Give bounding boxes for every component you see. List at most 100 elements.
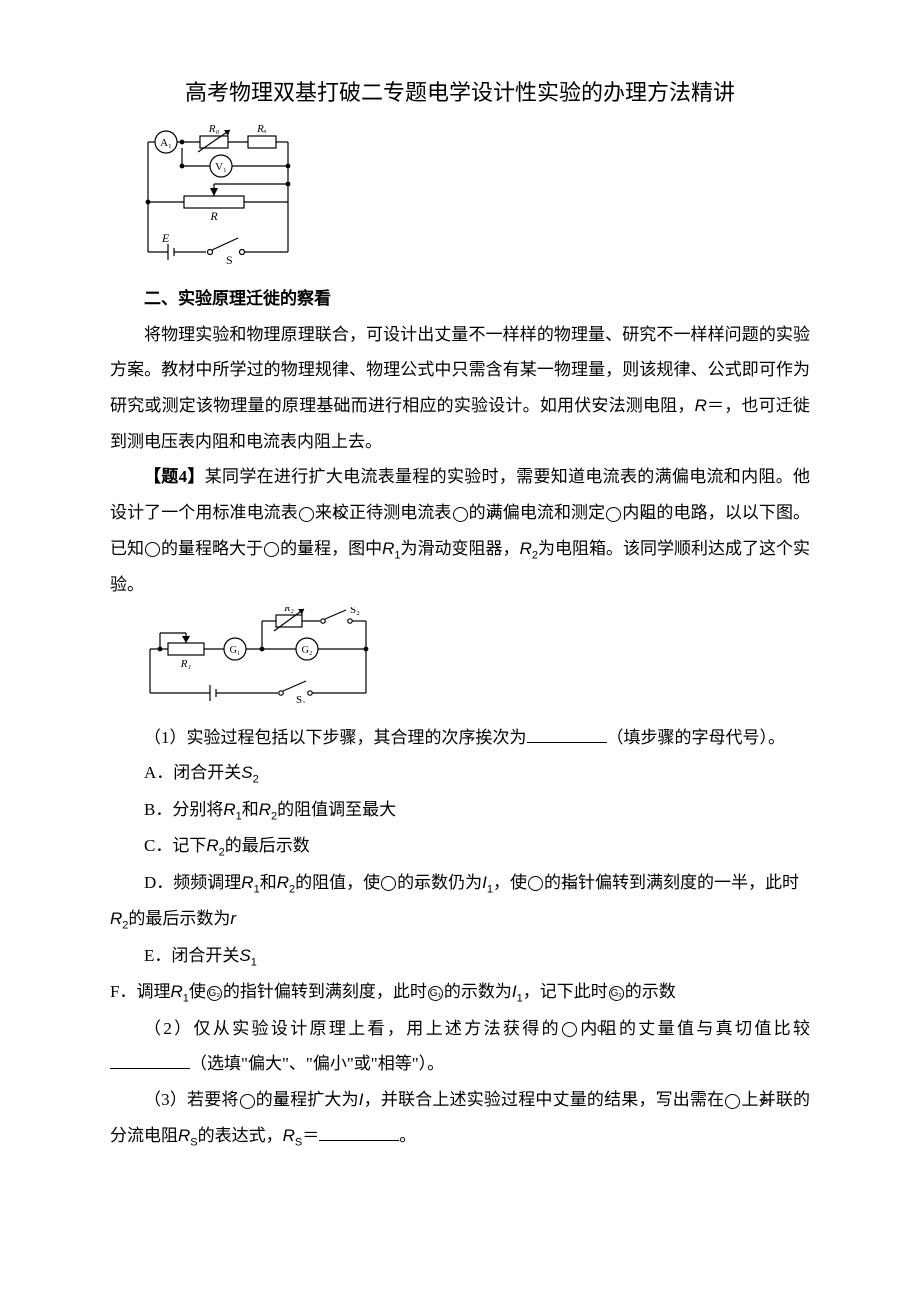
g1-icon: G₁: [145, 542, 160, 557]
svg-text:S₁: S₁: [296, 694, 306, 703]
svg-text:R₁: R₁: [180, 658, 192, 670]
q4-label: 【题4】: [144, 467, 205, 486]
optF-b: 使: [189, 982, 206, 1001]
optA-text: A．闭合开关: [144, 763, 241, 782]
q4-e: 的量程略大于: [161, 539, 263, 558]
sym-R2: R: [277, 873, 289, 892]
svg-text:R₂: R₂: [283, 607, 294, 614]
blank-2: [110, 1051, 190, 1069]
q3-b: 的量程扩大为: [256, 1090, 359, 1109]
g2-icon: G₂: [240, 1094, 255, 1109]
sym-r: r: [230, 909, 236, 928]
sub-2: 2: [253, 774, 259, 786]
sym-Rs: R: [283, 1126, 295, 1145]
svg-text:V₁: V₁: [215, 161, 227, 173]
q1-a: （1）实验过程包括以下步骤，其合理的次序挨次为: [144, 728, 527, 747]
g2-icon: G₂: [562, 1022, 577, 1037]
circuit-2-svg: R₂ S₂ R₁ G₁: [138, 607, 378, 703]
optF-f: 的示数: [625, 982, 676, 1001]
q2-a: （2）仅从实验设计原理上看，用上述方法获得的: [144, 1019, 561, 1038]
optF-d: 的示数为: [444, 982, 512, 1001]
g1-icon: G₁: [381, 876, 396, 891]
optF-c: 的指针偏转到满刻度，此时: [223, 982, 427, 1001]
sub-1: 1: [251, 956, 257, 968]
g2-icon: G₂: [528, 876, 543, 891]
sym-R1: R: [223, 800, 235, 819]
sym-Rs: R: [178, 1126, 190, 1145]
sym-R2: R: [259, 800, 271, 819]
option-c: C．记下R2的最后示数: [110, 828, 810, 864]
circuit-1-svg: A₁ R₀ Rₓ: [138, 124, 318, 264]
optD-g: 的最后示数为: [128, 909, 230, 928]
q3-c: ，并联合上述实验过程中丈量的结果，写出需在: [364, 1090, 725, 1109]
optB-c: 的阻值调至最大: [277, 800, 396, 819]
optE-text: E．闭合开关: [144, 946, 239, 965]
g2-icon: G₂: [725, 1094, 740, 1109]
svg-text:R₀: R₀: [208, 124, 220, 135]
q2-b: 内阻的丈量值与真切值比较: [578, 1019, 810, 1038]
sym-S: S: [239, 946, 250, 965]
q4-f: 的量程，图中: [280, 539, 382, 558]
svg-text:S₂: S₂: [350, 607, 360, 616]
optD-f: 的指针偏转到满刻度的一半，此时: [544, 873, 799, 892]
blank-1: [527, 725, 607, 743]
optF-e: ，记下此时: [523, 982, 608, 1001]
circuit-diagram-2: R₂ S₂ R₁ G₁: [138, 607, 810, 716]
g2-icon: G₂: [264, 542, 279, 557]
g1-icon: G₁: [428, 986, 443, 1001]
svg-text:R: R: [209, 209, 218, 223]
page-title: 高考物理双基打破二专题电学设计性实验的办理方法精讲: [110, 70, 810, 116]
optC-a: C．记下: [144, 836, 206, 855]
q4-b: 来校正待测电流表: [315, 503, 452, 522]
blank-3: [319, 1123, 399, 1141]
optD-d: 的示数仍为: [397, 873, 482, 892]
optB-a: B．分别将: [144, 800, 223, 819]
g2-icon: G₂: [606, 507, 621, 522]
optF-a: F．调理: [110, 982, 170, 1001]
option-d: D．频频调理R1和R2的阻值，使G₁的示数仍为I1，使G₂的指针偏转到满刻度的一…: [110, 865, 810, 938]
svg-text:Rₓ: Rₓ: [256, 124, 267, 135]
sym-R1: R: [241, 873, 253, 892]
q3-f: ＝: [302, 1126, 319, 1145]
optC-b: 的最后示数: [225, 836, 310, 855]
sub-q2: （2）仅从实验设计原理上看，用上述方法获得的G₂内阻的丈量值与真切值比较 （选填"…: [110, 1011, 810, 1082]
option-a: A．闭合开关S2: [110, 755, 810, 791]
sym-R2: R: [520, 539, 532, 558]
sym-S: S: [241, 763, 252, 782]
q3-a: （3）若要将: [144, 1090, 239, 1109]
svg-text:S: S: [226, 253, 233, 264]
section-2-heading: 二、实验原理迁徙的察看: [110, 281, 810, 317]
option-f: F．调理R1使G₂的指针偏转到满刻度，此时G₁的示数为I1，记下此时G₁的示数: [110, 974, 810, 1010]
q3-e: 的表达式，: [198, 1126, 283, 1145]
g2-icon: G₂: [453, 507, 468, 522]
sym-R: R: [695, 396, 707, 415]
sym-R1: R: [170, 982, 182, 1001]
optB-b: 和: [242, 800, 259, 819]
svg-text:E: E: [161, 231, 170, 245]
g2-icon: G₂: [207, 986, 222, 1001]
sym-R2: R: [110, 909, 122, 928]
svg-text:G₂: G₂: [302, 645, 313, 656]
sub-q3: （3）若要将G₂的量程扩大为I，并联合上述实验过程中丈量的结果，写出需在G₂上并…: [110, 1082, 810, 1154]
sub-s: S: [190, 1136, 197, 1148]
document-page: 高考物理双基打破二专题电学设计性实验的办理方法精讲 A₁ R₀ Rₓ: [0, 0, 920, 1214]
option-e: E．闭合开关S1: [110, 938, 810, 974]
sym-R2: R: [206, 836, 218, 855]
sym-R1: R: [382, 539, 394, 558]
svg-text:G₁: G₁: [230, 645, 241, 656]
optD-a: D．频频调理: [144, 873, 241, 892]
g1-icon: G₁: [299, 507, 314, 522]
q4-c: 的满偏电流和测定: [469, 503, 606, 522]
g1-icon: G₁: [609, 986, 624, 1001]
question-4-stem: 【题4】某同学在进行扩大电流表量程的实验时，需要知道电流表的满偏电流和内阻。他设…: [110, 459, 810, 603]
optD-b: 和: [260, 873, 277, 892]
q1-b: （填步骤的字母代号）。: [607, 728, 786, 747]
sub-q1: （1）实验过程包括以下步骤，其合理的次序挨次为 （填步骤的字母代号）。: [110, 720, 810, 756]
optD-e: ，使: [493, 873, 527, 892]
q3-g: 。: [399, 1126, 416, 1145]
paragraph-1: 将物理实验和物理原理联合，可设计出丈量不一样样的物理量、研究不一样样问题的实验方…: [110, 317, 810, 460]
q4-g: 为滑动变阻器，: [401, 539, 520, 558]
svg-text:A₁: A₁: [160, 137, 172, 149]
optD-c: 的阻值，使: [295, 873, 380, 892]
q2-c: （选填"偏大"、"偏小"或"相等"）。: [190, 1054, 444, 1073]
